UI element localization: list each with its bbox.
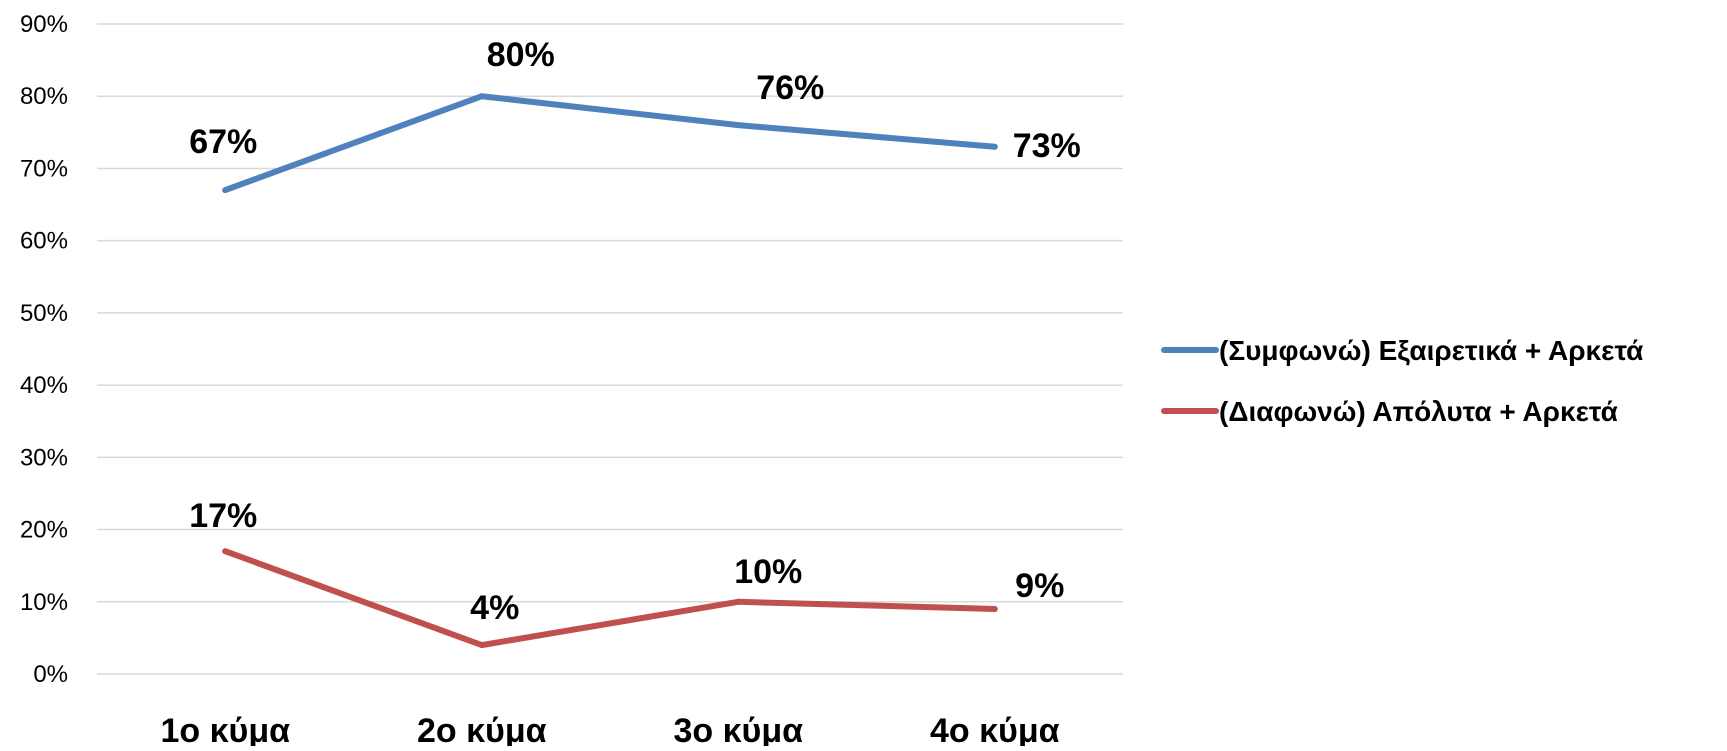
data-point	[991, 606, 998, 612]
data-point	[991, 143, 998, 150]
data-point	[222, 548, 229, 555]
data-label: 80%	[487, 36, 555, 74]
data-point	[735, 122, 742, 129]
data-label: 73%	[1013, 127, 1081, 165]
y-tick-label: 80%	[20, 83, 68, 110]
y-axis-ticks: 0% 10% 20% 30% 40% 50% 60% 70% 80% 90%	[20, 11, 68, 688]
legend: (Συμφωνώ) Εξαιρετικά + Αρκετά (Διαφωνώ) Α…	[1161, 335, 1643, 427]
data-point	[478, 642, 485, 649]
y-tick-label: 30%	[20, 444, 68, 471]
data-point	[735, 598, 742, 605]
y-tick-label: 40%	[20, 372, 68, 399]
x-tick-label: 4ο κύμα	[930, 712, 1060, 746]
data-label: 17%	[189, 497, 257, 535]
gridlines	[97, 23, 1123, 675]
y-tick-label: 0%	[33, 661, 68, 688]
y-tick-label: 50%	[20, 300, 68, 327]
data-label: 76%	[756, 69, 824, 107]
y-tick-label: 70%	[20, 155, 68, 182]
x-tick-label: 1ο κύμα	[160, 712, 290, 746]
series-lines	[222, 93, 998, 649]
data-labels: 67% 80% 76% 73% 17% 4% 10% 9%	[189, 36, 1081, 627]
series-line-1	[222, 93, 998, 194]
y-tick-label: 10%	[20, 589, 68, 616]
data-point	[478, 93, 485, 100]
data-label: 67%	[189, 123, 257, 161]
data-label: 10%	[734, 553, 802, 591]
x-tick-label: 2ο κύμα	[417, 712, 547, 746]
y-tick-label: 90%	[20, 11, 68, 38]
x-axis-ticks: 1ο κύμα 2ο κύμα 3ο κύμα 4ο κύμα	[160, 712, 1060, 750]
x-tick-label: 3ο κύμα	[673, 712, 803, 746]
series-line-2	[222, 548, 998, 649]
legend-label: (Διαφωνώ) Απόλυτα + Αρκετά	[1219, 396, 1618, 427]
data-label: 4%	[470, 589, 519, 627]
legend-label: (Συμφωνώ) Εξαιρετικά + Αρκετά	[1219, 335, 1643, 366]
y-tick-label: 60%	[20, 228, 68, 255]
y-tick-label: 20%	[20, 517, 68, 544]
data-label: 9%	[1015, 567, 1064, 605]
data-point	[222, 187, 229, 194]
